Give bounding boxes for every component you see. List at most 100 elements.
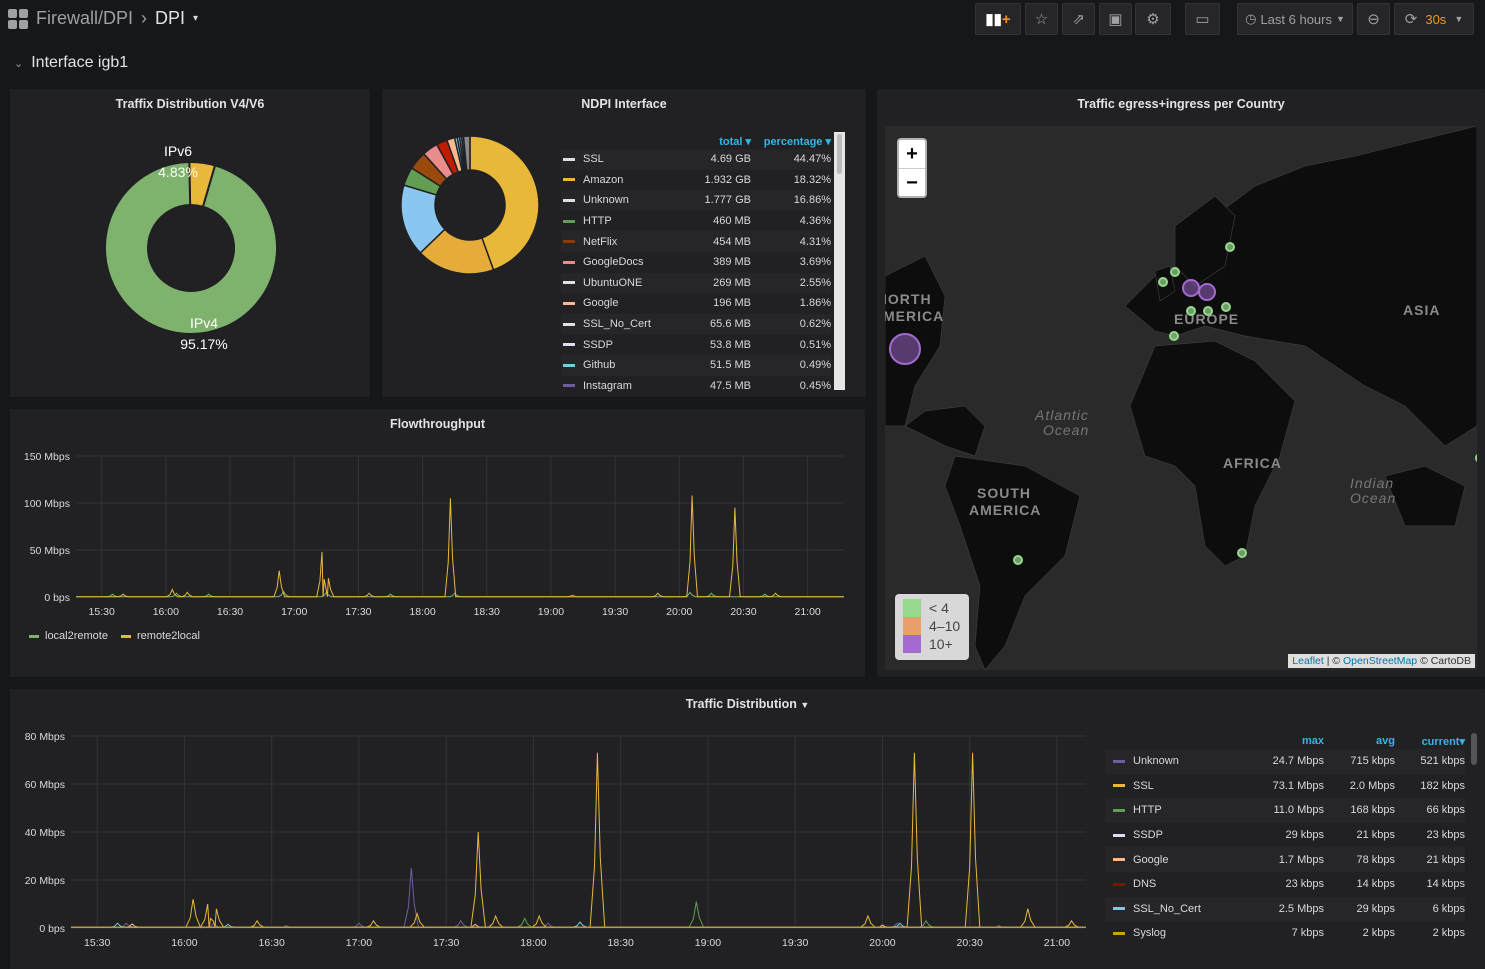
zoom-in-button[interactable]: +	[899, 140, 925, 169]
series-total: 65.6 MB	[710, 318, 751, 331]
legend-row-instagram[interactable]: Instagram 47.5 MB 0.45%	[561, 376, 831, 396]
leaflet-link[interactable]: Leaflet	[1292, 655, 1324, 667]
caret-down-icon: ▼	[1454, 14, 1464, 24]
legend-row-http[interactable]: HTTP 460 MB 4.36%	[561, 211, 831, 232]
panel-title[interactable]: Traffic egress+ingress per Country	[1077, 97, 1285, 111]
dashboards-grid-icon[interactable]	[8, 8, 28, 29]
col-max-header[interactable]: max	[1301, 735, 1324, 747]
legend-row-ssl_no_cert[interactable]: SSL_No_Cert 65.6 MB 0.62%	[561, 313, 831, 335]
breadcrumb-folder[interactable]: Firewall/DPI	[36, 8, 134, 28]
series-percentage: 2.55%	[799, 276, 831, 289]
legend-row-google[interactable]: Google 1.7 Mbps 78 kbps 21 kbps	[1105, 847, 1465, 872]
col-avg-header[interactable]: avg	[1376, 735, 1395, 747]
traffic-distribution-chart[interactable]: 0 bps 20 Mbps 40 Mbps 60 Mbps 80 Mbps 15:30 16…	[11, 690, 1096, 958]
legend-row-dns[interactable]: DNS 23 kbps 14 kbps 14 kbps	[1105, 872, 1465, 897]
series-percentage: 0.49%	[799, 359, 831, 372]
country-marker[interactable]	[1203, 306, 1213, 316]
series-name: GoogleDocs	[583, 256, 644, 269]
col-current-header[interactable]: current▾	[1421, 735, 1465, 748]
zoom-out-button[interactable]: ⊖	[1357, 3, 1390, 35]
zoom-out-icon: ⊖	[1367, 11, 1380, 28]
time-range-picker[interactable]: ◷ Last 6 hours ▼	[1237, 3, 1353, 35]
series-swatch	[1113, 833, 1125, 837]
country-marker[interactable]	[1225, 242, 1235, 252]
country-marker[interactable]	[1237, 548, 1247, 558]
country-marker[interactable]	[1013, 555, 1023, 565]
col-total-header[interactable]: total ▾	[719, 135, 751, 148]
series-total: 51.5 MB	[710, 359, 751, 372]
country-marker[interactable]	[1221, 302, 1231, 312]
country-marker[interactable]	[1182, 279, 1200, 297]
legend-row-googledocs[interactable]: GoogleDocs 389 MB 3.69%	[561, 252, 831, 273]
legend-row-ssl[interactable]: SSL 4.69 GB 44.47%	[561, 149, 831, 170]
legend-row-ubuntuone[interactable]: UbuntuONE 269 MB 2.55%	[561, 272, 831, 294]
series-line-local2remote	[76, 590, 844, 598]
caret-down-icon[interactable]: ▾	[193, 13, 199, 24]
legend-row-netflix[interactable]: NetFlix 454 MB 4.31%	[561, 231, 831, 252]
legend-scrollbar[interactable]	[1471, 733, 1477, 765]
share-button[interactable]: ⇗	[1062, 3, 1095, 35]
panel-title[interactable]: Traffic Distribution ▼	[685, 697, 810, 711]
legend-row-ssl_no_cert[interactable]: SSL_No_Cert 2.5 Mbps 29 kbps 6 kbps	[1105, 896, 1465, 922]
scandinavia-shape	[1174, 195, 1236, 287]
legend-label[interactable]: remote2local	[137, 630, 200, 642]
tv-mode-button[interactable]: ▭	[1185, 3, 1220, 35]
country-marker[interactable]	[1186, 306, 1196, 316]
series-percentage: 0.51%	[799, 338, 831, 351]
dashboard-title[interactable]: DPI	[155, 8, 186, 28]
country-marker[interactable]	[1170, 267, 1180, 277]
refresh-interval[interactable]: 30s	[1425, 11, 1447, 27]
row-header[interactable]: ⌄ Interface igb1	[14, 54, 128, 72]
x-tick-label: 16:30	[217, 606, 243, 618]
time-range-label: Last 6 hours	[1260, 11, 1332, 27]
legend-row-syslog[interactable]: Syslog 7 kbps 2 kbps 2 kbps	[1105, 921, 1465, 946]
country-marker[interactable]	[889, 333, 921, 365]
country-marker[interactable]	[1198, 283, 1216, 301]
panel-title[interactable]: Flowthroughput	[389, 417, 486, 431]
legend-row-http[interactable]: HTTP 11.0 Mbps 168 kbps 66 kbps	[1105, 798, 1465, 823]
country-marker[interactable]	[1475, 454, 1477, 462]
world-map[interactable]: IORTH MERICA EUROPE ASIA AFRICA SOUTH AM…	[885, 126, 1477, 670]
legend-row-amazon[interactable]: Amazon 1.932 GB 18.32%	[561, 170, 831, 191]
country-marker[interactable]	[1169, 331, 1179, 341]
traffic-legend: max avg current▾ Unknown 24.7 Mbps 715 kbp…	[1105, 733, 1465, 946]
series-name: Google	[1133, 853, 1169, 866]
legend-label[interactable]: local2remote	[45, 630, 108, 642]
refresh-picker[interactable]: ⟳ 30s ▼	[1394, 3, 1474, 35]
series-avg: 29 kbps	[1356, 902, 1395, 915]
legend-row-ssdp[interactable]: SSDP 29 kbps 21 kbps 23 kbps	[1105, 823, 1465, 848]
ndpi-legend: total ▾ percentage ▾ SSL 4.69 GB 44.47% Ama…	[561, 133, 831, 396]
flowthroughput-chart[interactable]: 0 bps 50 Mbps 100 Mbps 150 Mbps 15:30 16:00 16…	[11, 410, 866, 678]
series-name: Instagram	[583, 379, 632, 392]
country-marker[interactable]	[1158, 277, 1168, 287]
legend-row-ssl[interactable]: SSL 73.1 Mbps 2.0 Mbps 182 kbps	[1105, 774, 1465, 799]
series-percentage: 0.62%	[799, 318, 831, 331]
add-panel-button[interactable]: ▮▮+	[975, 3, 1021, 35]
settings-button[interactable]: ⚙	[1135, 3, 1171, 35]
series-current: 2 kbps	[1432, 927, 1465, 940]
osm-link[interactable]: OpenStreetMap	[1343, 655, 1418, 667]
ndpi-pie	[400, 135, 540, 275]
series-percentage: 1.86%	[799, 297, 831, 310]
south-america-shape	[944, 455, 1081, 670]
legend-row-unknown[interactable]: Unknown 24.7 Mbps 715 kbps 521 kbps	[1105, 749, 1465, 774]
legend-row-unknown[interactable]: Unknown 1.777 GB 16.86%	[561, 190, 831, 211]
legend-scrollbar[interactable]	[834, 132, 845, 390]
star-button[interactable]: ☆	[1025, 3, 1058, 35]
x-tick-label: 16:30	[259, 937, 285, 949]
series-name: NetFlix	[583, 235, 618, 248]
pie-slice	[469, 135, 540, 271]
add-panel-icon: ▮▮+	[985, 11, 1011, 28]
legend-row-ssdp[interactable]: SSDP 53.8 MB 0.51%	[561, 334, 831, 355]
series-name: Github	[583, 359, 616, 372]
x-tick-label: 20:30	[957, 937, 983, 949]
refresh-icon[interactable]: ⟳	[1404, 11, 1418, 28]
zoom-out-map-button[interactable]: −	[906, 172, 918, 194]
legend-row-github[interactable]: Github 51.5 MB 0.49%	[561, 354, 831, 376]
panel-title[interactable]: Traffix Distribution V4/V6	[115, 97, 265, 111]
legend-row-google[interactable]: Google 196 MB 1.86%	[561, 293, 831, 314]
save-button[interactable]: ▣	[1099, 3, 1132, 35]
panel-title[interactable]: NDPI Interface	[581, 97, 667, 111]
caret-down-icon: ▼	[800, 700, 810, 710]
col-percentage-header[interactable]: percentage ▾	[763, 135, 831, 148]
